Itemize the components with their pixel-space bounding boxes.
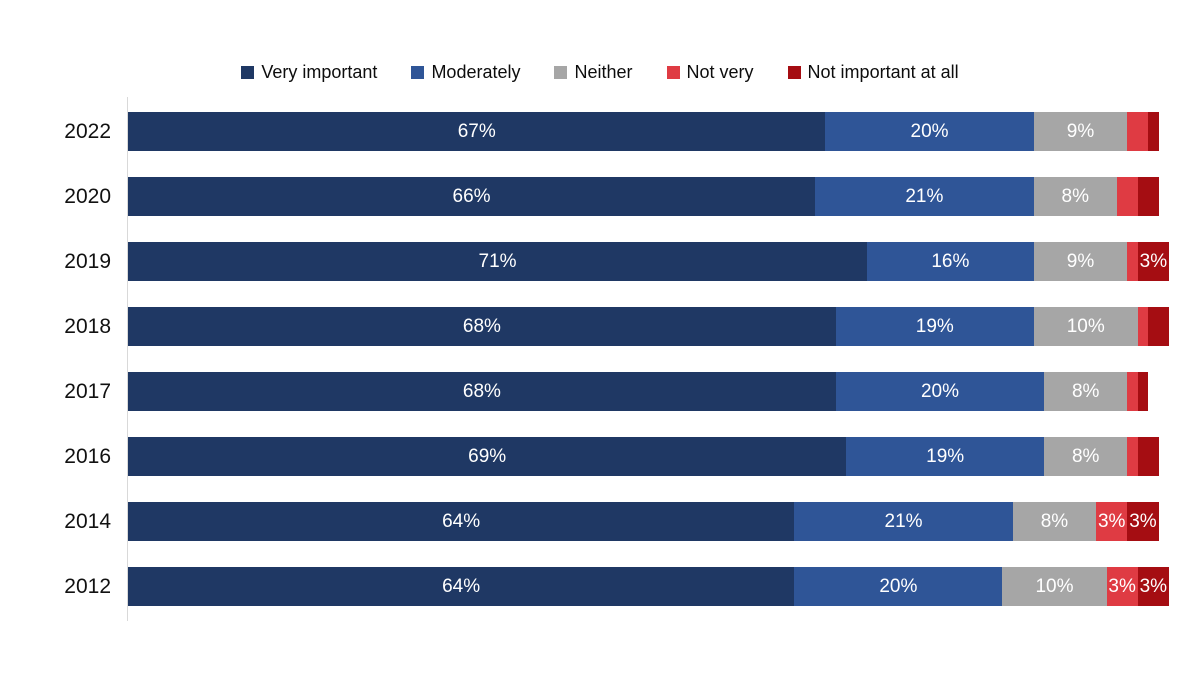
bar-track: 68% 19% 10% — [128, 307, 1169, 346]
legend-label: Neither — [574, 62, 633, 82]
bar-track: 68% 20% 8% — [128, 372, 1169, 411]
bar-segment: 16% — [867, 242, 1034, 281]
bar-segment — [1137, 437, 1159, 476]
legend-item: Very important — [241, 62, 377, 83]
bar-segment: 3% — [1127, 502, 1159, 541]
chart-row: 2014 64% 21% 8% 3% 3% — [0, 502, 1169, 541]
year-label: 2020 — [64, 185, 111, 208]
bar-segment: 20% — [835, 372, 1045, 411]
bar-segment: 19% — [835, 307, 1034, 346]
bar-segment: 3% — [1106, 567, 1138, 606]
bar-segment: 71% — [128, 242, 868, 281]
chart-row: 2017 68% 20% 8% — [0, 372, 1169, 411]
chart-row: 2016 69% 19% 8% — [0, 437, 1169, 476]
legend-item: Not very — [666, 62, 754, 83]
year-label: 2022 — [64, 120, 111, 143]
bar-segment — [1148, 112, 1159, 151]
bar-segment — [1116, 177, 1138, 216]
bar-track: 67% 20% 9% — [128, 112, 1169, 151]
chart-row: 2020 66% 21% 8% — [0, 177, 1169, 216]
bar-segment: 66% — [128, 177, 816, 216]
chart-rows: 2022 67% 20% 9% 2020 66% 21% 8% 2019 71% 16% 9% 3% 20… — [0, 112, 1169, 606]
bar-segment: 3% — [1096, 502, 1128, 541]
bar-track: 64% 20% 10% 3% 3% — [128, 567, 1169, 606]
chart-plot-area: 2022 67% 20% 9% 2020 66% 21% 8% 2019 71% 16% 9% 3% 20… — [0, 97, 1169, 621]
bar-segment: 68% — [128, 372, 836, 411]
bar-segment: 20% — [794, 567, 1003, 606]
legend-swatch-icon — [241, 66, 255, 79]
y-axis-line — [127, 97, 128, 621]
bar-segment: 19% — [846, 437, 1045, 476]
legend-label: Not very — [686, 62, 754, 82]
legend-swatch-icon — [554, 66, 568, 79]
bar-track: 71% 16% 9% 3% — [128, 242, 1169, 281]
bar-segment: 21% — [794, 502, 1013, 541]
bar-segment: 67% — [128, 112, 826, 151]
legend-swatch-icon — [411, 66, 425, 79]
bar-segment: 9% — [1033, 242, 1128, 281]
bar-segment — [1148, 307, 1169, 346]
bar-segment: 21% — [815, 177, 1034, 216]
bar-segment: 69% — [128, 437, 847, 476]
year-label: 2017 — [64, 380, 111, 403]
bar-segment — [1137, 307, 1149, 346]
chart-row: 2012 64% 20% 10% 3% 3% — [0, 567, 1169, 606]
bar-track: 69% 19% 8% — [128, 437, 1169, 476]
legend-item: Not important at all — [787, 62, 959, 83]
legend-item: Moderately — [411, 62, 520, 83]
bar-segment: 9% — [1033, 112, 1128, 151]
bar-segment: 3% — [1137, 242, 1169, 281]
legend-label: Not important at all — [807, 62, 959, 82]
chart-row: 2019 71% 16% 9% 3% — [0, 242, 1169, 281]
legend-swatch-icon — [787, 66, 801, 79]
bar-segment: 8% — [1044, 437, 1128, 476]
bar-track: 66% 21% 8% — [128, 177, 1169, 216]
bar-segment: 8% — [1012, 502, 1097, 541]
chart-row: 2018 68% 19% 10% — [0, 307, 1169, 346]
chart-legend: Very important Moderately Neither Not very N… — [0, 62, 1200, 83]
bar-track: 64% 21% 8% 3% 3% — [128, 502, 1169, 541]
bar-segment: 20% — [825, 112, 1034, 151]
year-label: 2014 — [64, 510, 111, 533]
chart-row: 2022 67% 20% 9% — [0, 112, 1169, 151]
bar-segment: 68% — [128, 307, 836, 346]
year-label: 2012 — [64, 575, 111, 598]
bar-segment — [1137, 372, 1149, 411]
year-label: 2018 — [64, 315, 111, 338]
bar-segment: 10% — [1002, 567, 1107, 606]
bar-segment: 64% — [128, 567, 795, 606]
bar-segment: 64% — [128, 502, 795, 541]
bar-segment — [1127, 372, 1138, 411]
bar-segment — [1127, 242, 1138, 281]
bar-segment — [1127, 112, 1149, 151]
bar-segment: 3% — [1137, 567, 1169, 606]
year-label: 2019 — [64, 250, 111, 273]
bar-segment: 8% — [1033, 177, 1117, 216]
legend-swatch-icon — [666, 66, 680, 79]
bar-segment: 8% — [1044, 372, 1128, 411]
legend-label: Moderately — [431, 62, 521, 82]
legend-label: Very important — [261, 62, 378, 82]
year-label: 2016 — [64, 445, 111, 468]
bar-segment — [1127, 437, 1138, 476]
legend-item: Neither — [554, 62, 633, 83]
bar-segment: 10% — [1033, 307, 1138, 346]
bar-segment — [1137, 177, 1159, 216]
